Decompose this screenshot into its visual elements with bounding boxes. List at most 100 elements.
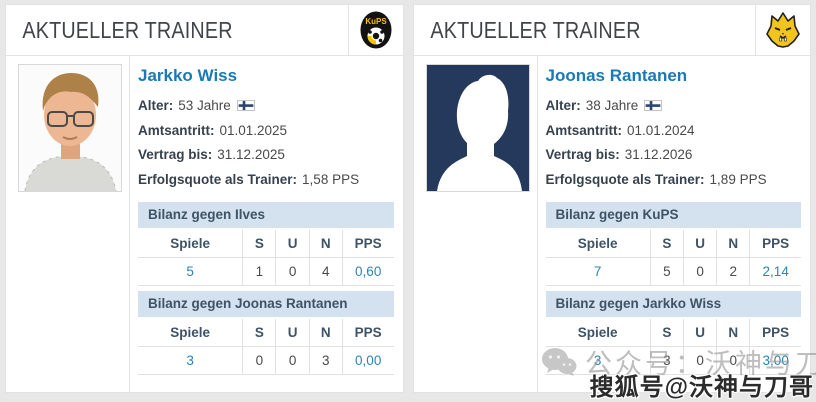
trainer-card-ilves: AKTUELLER TRAINER <box>412 4 811 393</box>
card-title: AKTUELLER TRAINER <box>429 16 641 43</box>
col-u: U <box>275 229 310 258</box>
bilanz-table: Spiele S U N PPS 3 0 0 3 0,00 <box>138 318 394 375</box>
card-body: Jarkko Wiss Alter: 53 Jahre Amtsantritt: <box>6 56 403 392</box>
card-header: AKTUELLER TRAINER <box>413 5 810 56</box>
trainer-card-kups: AKTUELLER TRAINER KuPS <box>5 4 404 393</box>
spiele-value-link[interactable]: 5 <box>138 257 243 286</box>
unentschieden-value: 0 <box>275 257 310 286</box>
vertrag-value: 31.12.2026 <box>624 147 693 162</box>
info-column: Joonas Rantanen Alter: 38 Jahre Amtsantr… <box>538 56 811 392</box>
table-header-row: Spiele S U N PPS <box>545 318 801 347</box>
pps-value: 0,60 <box>341 257 394 286</box>
info-column: Jarkko Wiss Alter: 53 Jahre Amtsantritt: <box>130 56 403 392</box>
trainer-name-link[interactable]: Joonas Rantanen <box>545 66 688 85</box>
trainer-photo-jarkko-wiss[interactable] <box>18 64 122 192</box>
finland-flag-icon <box>644 100 663 111</box>
col-spiele: Spiele <box>545 229 651 258</box>
amtsantritt-value: 01.01.2025 <box>219 122 288 138</box>
erfolgsquote-value: 1,89 PPS <box>709 171 767 187</box>
table-data-row: 3 3 0 0 3,00 <box>545 346 801 375</box>
col-s: S <box>242 318 276 347</box>
col-u: U <box>682 318 717 347</box>
col-n: N <box>716 318 750 347</box>
col-spiele: Spiele <box>138 229 243 258</box>
info-line-erfolgsquote: Erfolgsquote als Trainer: 1,89 PPS <box>546 172 802 187</box>
finland-flag-icon <box>236 100 255 111</box>
card-body: Joonas Rantanen Alter: 38 Jahre Amtsantr… <box>414 56 811 392</box>
kups-club-logo[interactable]: KuPS <box>347 5 403 55</box>
bilanz-section-rantanen: Bilanz gegen Joonas Rantanen Spiele S U … <box>138 290 394 375</box>
table-header-row: Spiele S U N PPS <box>138 229 394 258</box>
card-header: AKTUELLER TRAINER KuPS <box>6 5 403 56</box>
pps-value: 0,00 <box>341 346 394 375</box>
col-n: N <box>308 229 343 258</box>
pps-value: 3,00 <box>749 346 801 375</box>
spiele-value-link[interactable]: 3 <box>545 346 651 375</box>
col-pps: PPS <box>749 318 801 347</box>
erfolgsquote-label: Erfolgsquote als Trainer: <box>138 171 298 187</box>
spiele-value-link[interactable]: 3 <box>138 346 243 375</box>
vertrag-label: Vertrag bis: <box>138 147 213 162</box>
bilanz-section-ilves: Bilanz gegen Ilves Spiele S U N PPS 5 1 <box>138 201 394 286</box>
bilanz-table: Spiele S U N PPS 3 3 0 0 3,00 <box>545 318 801 375</box>
info-line-vertrag: Vertrag bis: 31.12.2026 <box>546 147 802 162</box>
vertrag-value: 31.12.2025 <box>217 147 285 162</box>
info-line-vertrag: Vertrag bis: 31.12.2025 <box>138 147 394 162</box>
table-data-row: 3 0 0 3 0,00 <box>138 346 394 375</box>
info-line-amtsantritt: Amtsantritt: 01.01.2024 <box>546 123 802 138</box>
bilanz-title: Bilanz gegen Joonas Rantanen <box>138 290 394 317</box>
trainer-name-link[interactable]: Jarkko Wiss <box>138 66 238 85</box>
info-line-amtsantritt: Amtsantritt: 01.01.2025 <box>138 123 394 138</box>
niederlagen-value: 0 <box>716 346 750 375</box>
siege-value: 0 <box>242 346 276 375</box>
pps-value: 2,14 <box>749 257 801 286</box>
photo-column <box>6 56 130 392</box>
col-u: U <box>275 318 310 347</box>
niederlagen-value: 2 <box>716 257 750 286</box>
bilanz-table: Spiele S U N PPS 5 1 0 4 0,60 <box>138 229 394 286</box>
col-n: N <box>716 229 750 258</box>
col-u: U <box>682 229 717 258</box>
niederlagen-value: 4 <box>308 257 343 286</box>
table-header-row: Spiele S U N PPS <box>138 318 394 347</box>
vertrag-label: Vertrag bis: <box>545 147 620 162</box>
kups-crest-icon: KuPS <box>360 11 391 49</box>
alter-label: Alter: <box>138 98 174 113</box>
bilanz-section-kups: Bilanz gegen KuPS Spiele S U N PPS 7 5 <box>545 201 801 286</box>
ilves-club-logo[interactable] <box>755 5 810 55</box>
spiele-value-link[interactable]: 7 <box>545 257 651 286</box>
table-header-row: Spiele S U N PPS <box>545 229 801 258</box>
col-n: N <box>308 318 343 347</box>
siege-value: 5 <box>649 257 684 286</box>
alter-label: Alter: <box>545 98 581 113</box>
bilanz-title: Bilanz gegen Ilves <box>138 201 394 228</box>
siege-value: 1 <box>242 257 276 286</box>
ilves-crest-icon <box>766 12 800 48</box>
col-s: S <box>649 229 684 258</box>
card-title: AKTUELLER TRAINER <box>22 16 233 43</box>
col-pps: PPS <box>749 229 801 258</box>
niederlagen-value: 3 <box>308 346 343 375</box>
bilanz-section-wiss: Bilanz gegen Jarkko Wiss Spiele S U N PP… <box>545 290 801 375</box>
table-data-row: 5 1 0 4 0,60 <box>138 257 394 286</box>
col-spiele: Spiele <box>545 318 651 347</box>
erfolgsquote-value: 1,58 PPS <box>302 171 360 187</box>
col-s: S <box>242 229 276 258</box>
amtsantritt-label: Amtsantritt: <box>138 122 215 138</box>
siege-value: 3 <box>649 346 684 375</box>
info-line-alter: Alter: 38 Jahre <box>546 98 802 113</box>
erfolgsquote-label: Erfolgsquote als Trainer: <box>545 171 705 187</box>
bilanz-table: Spiele S U N PPS 7 5 0 2 2,14 <box>545 229 801 286</box>
unentschieden-value: 0 <box>682 257 717 286</box>
photo-column <box>414 56 538 392</box>
info-line-alter: Alter: 53 Jahre <box>138 98 394 113</box>
alter-value: 38 Jahre <box>585 98 639 113</box>
bilanz-title: Bilanz gegen Jarkko Wiss <box>545 290 801 317</box>
unentschieden-value: 0 <box>682 346 717 375</box>
col-pps: PPS <box>341 229 394 258</box>
col-pps: PPS <box>341 318 394 347</box>
amtsantritt-value: 01.01.2024 <box>627 122 695 138</box>
trainer-photo-placeholder[interactable] <box>425 64 530 192</box>
alter-value: 53 Jahre <box>178 98 231 113</box>
